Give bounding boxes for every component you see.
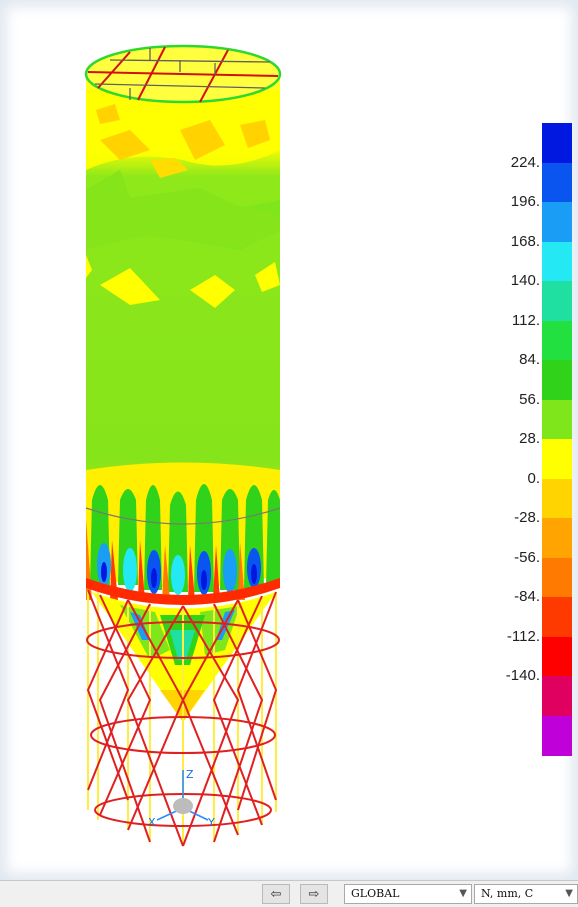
- axis-label-x: X: [148, 816, 156, 829]
- legend-swatch: [542, 715, 572, 756]
- contour-legend: 224. 196. 168. 140. 112. 84. 56. 28. 0. -28. -56. -…: [505, 123, 572, 756]
- legend-tick-label: -84.: [514, 588, 540, 605]
- legend-swatch: [542, 320, 572, 361]
- legend-swatch: [542, 360, 572, 401]
- axis-label-y: Y: [207, 816, 215, 829]
- legend-swatch: [542, 597, 572, 638]
- legend-swatch: [542, 281, 572, 322]
- legend-tick-label: 84.: [519, 351, 540, 368]
- status-bar: ⇦ ⇨ GLOBAL ▼ N, mm, C ▼: [0, 880, 578, 907]
- previous-button[interactable]: ⇦: [262, 884, 290, 904]
- legend-swatch: [542, 399, 572, 440]
- legend-tick-label: 112.: [511, 311, 540, 329]
- legend-tick-label: 56.: [519, 390, 540, 408]
- arrow-right-icon: ⇨: [308, 886, 320, 901]
- legend-swatch: [542, 162, 572, 203]
- legend-tick-label: -56.: [514, 548, 540, 566]
- stress-concentration-lobes: [86, 484, 280, 600]
- legend-tick-label: -112.: [506, 627, 540, 645]
- coordinate-system-value: GLOBAL: [351, 887, 400, 900]
- silo-stress-contour: Z X Y: [84, 44, 282, 847]
- legend-tick-label: 196.: [510, 193, 540, 210]
- legend-swatch: [542, 636, 572, 677]
- axis-label-z: Z: [186, 768, 194, 781]
- legend-tick-label: 140.: [510, 272, 540, 289]
- legend-swatch: [542, 241, 572, 282]
- legend-tick-label: 224.: [510, 153, 540, 171]
- arrow-left-icon: ⇦: [270, 886, 282, 901]
- support-bracing: [86, 589, 280, 847]
- model-viewport[interactable]: Z X Y 224. 196. 168. 140. 112. 84. 56. 28. 0. -28…: [0, 0, 578, 880]
- ring-beam: [86, 578, 280, 605]
- legend-swatch: [542, 123, 572, 164]
- legend-tick-label: 168.: [510, 232, 540, 250]
- support-columns: [87, 590, 277, 846]
- legend-tick-label: 0.: [527, 469, 540, 487]
- legend-swatch: [542, 202, 572, 243]
- units-value: N, mm, C: [481, 887, 534, 900]
- chevron-down-icon: ▼: [565, 888, 573, 899]
- legend-swatch: [542, 439, 572, 480]
- coordinate-axes-icon: Z X Y: [148, 768, 215, 829]
- roof-beams: [87, 46, 279, 103]
- legend-swatch: [542, 676, 572, 717]
- coordinate-system-select[interactable]: GLOBAL ▼: [344, 884, 472, 904]
- legend-swatch: [542, 557, 572, 598]
- legend-tick-label: -140.: [505, 667, 540, 684]
- legend-tick-label: 28.: [519, 430, 540, 447]
- chevron-down-icon: ▼: [459, 888, 467, 899]
- legend-swatch: [542, 478, 572, 519]
- next-button[interactable]: ⇨: [300, 884, 328, 904]
- units-select[interactable]: N, mm, C ▼: [474, 884, 578, 904]
- legend-tick-label: -28.: [514, 509, 540, 526]
- legend-swatch: [542, 518, 572, 559]
